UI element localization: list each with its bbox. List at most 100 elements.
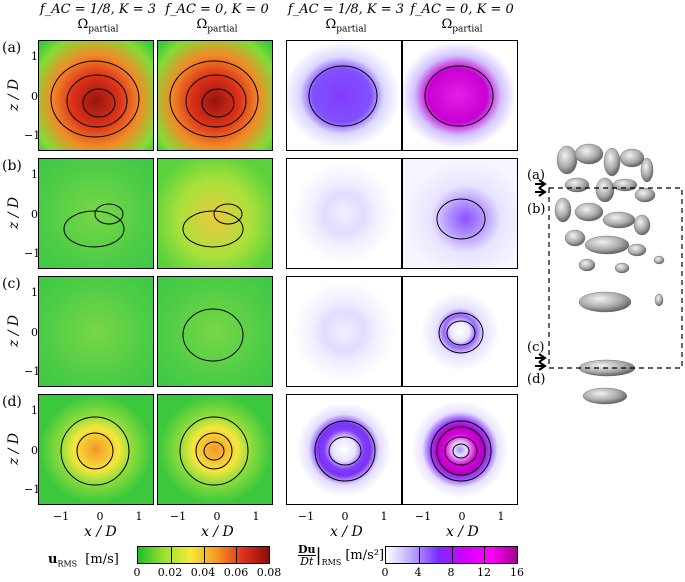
x-tick: 0	[213, 510, 221, 523]
colorbar-a-tick: 16	[510, 566, 524, 579]
x-tick: 1	[380, 510, 388, 523]
panel-row3-col1	[38, 276, 154, 387]
contour-lines	[169, 60, 259, 138]
x-tick: 1	[135, 510, 143, 523]
arrows	[535, 179, 547, 371]
y-tick: 0	[31, 90, 38, 103]
colorbar-divider	[418, 547, 420, 563]
colorbar-a-label: Du Dt | RMS [m/s²]	[298, 543, 385, 568]
vortex-render	[535, 143, 683, 405]
colorbar-u-tick: 0	[133, 566, 141, 579]
colorbar-a-sub: RMS	[321, 558, 342, 567]
colorbar-divider	[203, 547, 205, 563]
colorbar-u-label: uRMS [m/s]	[48, 552, 119, 569]
contour-line	[452, 443, 470, 459]
panel-row4-col3	[286, 394, 402, 505]
x-tick: 0	[341, 510, 349, 523]
panel-row1-col4	[402, 40, 518, 151]
side-label-a: (a)	[527, 168, 545, 183]
contour-line	[82, 88, 116, 118]
y-tick: 1	[31, 50, 38, 63]
row-label-c: (c)	[2, 276, 21, 292]
colorbar-u	[137, 546, 270, 564]
row-label-b: (b)	[2, 158, 22, 174]
side-label-c: (c)	[527, 340, 545, 355]
contour-line	[63, 210, 125, 248]
contour-line	[60, 416, 130, 486]
contour-line	[50, 60, 140, 138]
colorbar-u-tick: 0.02	[157, 566, 183, 579]
contour-lines	[436, 198, 486, 240]
panel-row1-col3	[286, 40, 402, 151]
contour-lines	[424, 65, 494, 127]
contour-lines	[179, 416, 249, 486]
contour-line	[182, 308, 244, 362]
x-tick: −1	[297, 510, 315, 523]
panel-row4-col2	[157, 394, 273, 505]
contour-lines	[314, 420, 376, 482]
omega-symbol: Ω	[196, 17, 208, 32]
colorbar-divider	[484, 547, 486, 563]
contour-line	[446, 320, 476, 346]
row-label-a: (a)	[2, 40, 22, 56]
panel-row3-col3	[286, 276, 402, 387]
y-tick: 0	[31, 326, 38, 339]
panel-row1-col2	[157, 40, 273, 151]
colorbar-a-num: Du	[298, 543, 316, 556]
contour-line	[203, 441, 225, 461]
contour-line	[436, 426, 486, 476]
colorbar-divider	[170, 547, 172, 563]
x-tick: 0	[96, 510, 104, 523]
contour-line	[179, 416, 249, 486]
contour-line	[444, 436, 478, 466]
column-header-2: f_AC = 0, K = 0 Ωpartial	[157, 2, 277, 38]
y-tick: −1	[24, 129, 41, 142]
colorbar-a-den: Dt	[300, 555, 314, 568]
x-tick: 0	[458, 510, 466, 523]
contour-line	[182, 210, 244, 248]
panel-row2-col2	[157, 158, 273, 269]
x-tick: −1	[414, 510, 432, 523]
omega-sub: partial	[452, 24, 483, 35]
panel-row4-col4	[402, 394, 518, 505]
row-label-d: (d)	[2, 394, 22, 410]
x-tick: 1	[252, 510, 260, 523]
x-axis-label: x / D	[446, 524, 479, 540]
side-label-d: (d)	[527, 372, 546, 387]
panel-row3-col2	[157, 276, 273, 387]
colorbar-u-tick: 0.04	[190, 566, 216, 579]
y-tick: −1	[24, 365, 41, 378]
x-axis-label: x / D	[201, 524, 234, 540]
colorbar-a-unit: [m/s²]	[345, 548, 385, 563]
contour-lines	[63, 203, 125, 248]
contour-lines	[287, 277, 402, 387]
panel-row2-col3	[286, 158, 402, 269]
colorbar-a-tick: 0	[381, 566, 389, 579]
contour-line	[314, 420, 376, 482]
side-label-b: (b)	[527, 202, 546, 217]
contour-lines	[438, 312, 484, 354]
y-tick: 1	[31, 168, 38, 181]
y-axis-label: z / D	[6, 314, 22, 348]
contour-line	[213, 203, 243, 225]
panel-row2-col1	[38, 158, 154, 269]
colorbar-divider	[236, 547, 238, 563]
colorbar-a	[385, 546, 518, 564]
contour-lines	[287, 159, 402, 269]
y-axis-label: z / D	[6, 432, 22, 466]
colorbar-a-tick: 12	[477, 566, 491, 579]
omega-sub: partial	[88, 24, 119, 35]
omega-sub: partial	[207, 24, 238, 35]
x-axis-label: x / D	[330, 524, 363, 540]
contour-lines	[182, 203, 244, 248]
panel-row4-col1	[38, 394, 154, 505]
panel-row1-col1	[38, 40, 154, 151]
contour-line	[76, 432, 114, 470]
omega-symbol: Ω	[77, 17, 89, 32]
colorbar-u-sub: RMS	[57, 559, 78, 569]
contour-line	[430, 420, 492, 482]
colorbar-a-tick: 4	[414, 566, 422, 579]
panel-row3-col4	[402, 276, 518, 387]
contour-line	[195, 432, 233, 470]
colorbar-u-tick: 0.08	[256, 566, 282, 579]
